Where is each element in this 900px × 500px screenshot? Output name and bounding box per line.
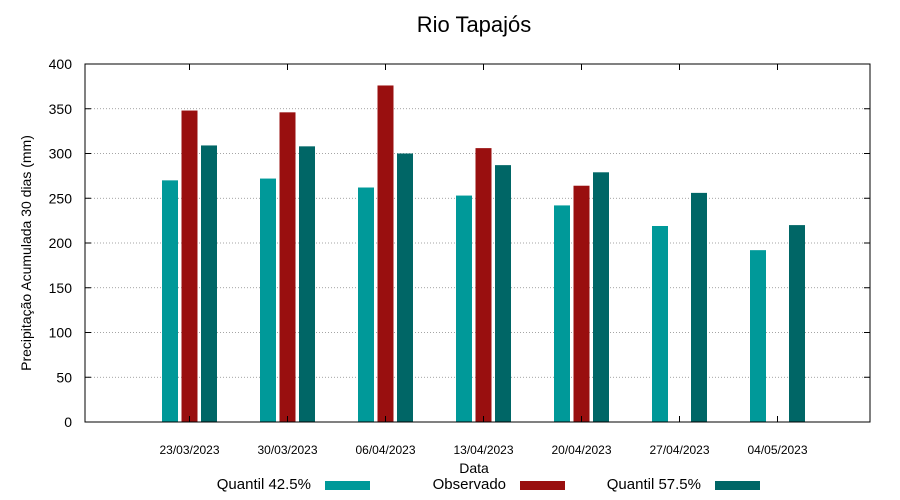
y-tick-label: 150 bbox=[49, 280, 73, 296]
bar-2-1 bbox=[181, 110, 198, 422]
y-tick-label: 0 bbox=[64, 414, 72, 430]
bar-2-5 bbox=[573, 185, 590, 422]
legend-swatch-3 bbox=[715, 481, 760, 490]
bar-1-3 bbox=[358, 187, 374, 422]
bar-1-2 bbox=[260, 178, 276, 422]
y-axis-label: Precipitação Acumulada 30 dias (mm) bbox=[18, 135, 34, 371]
bar-2-3 bbox=[377, 85, 394, 422]
bar-3-3 bbox=[397, 153, 413, 422]
y-tick-label: 200 bbox=[49, 235, 73, 251]
y-axis-ticks: 0 50 100 150 200 250 300 350 400 bbox=[49, 56, 870, 430]
x-tick-label: 13/04/2023 bbox=[453, 443, 513, 457]
y-tick-label: 350 bbox=[49, 101, 73, 117]
legend: Quantil 42.5% Observado Quantil 57.5% bbox=[217, 476, 760, 493]
bar-1-4 bbox=[456, 195, 472, 422]
bar-1-1 bbox=[162, 180, 178, 422]
bar-1-6 bbox=[652, 225, 668, 422]
bar-2-2 bbox=[279, 112, 296, 422]
legend-swatch-2 bbox=[520, 481, 565, 490]
bar-1-7 bbox=[750, 250, 766, 422]
bar-3-6 bbox=[691, 192, 707, 422]
bar-3-4 bbox=[495, 165, 511, 422]
x-tick-label: 27/04/2023 bbox=[649, 443, 709, 457]
bar-1-5 bbox=[554, 205, 570, 422]
legend-label-1: Quantil 42.5% bbox=[217, 476, 311, 493]
x-axis-label: Data bbox=[459, 460, 489, 476]
x-tick-label: 04/05/2023 bbox=[747, 443, 807, 457]
y-tick-label: 300 bbox=[49, 146, 73, 162]
legend-label-3: Quantil 57.5% bbox=[607, 476, 701, 493]
y-tick-label: 250 bbox=[49, 190, 73, 206]
y-tick-label: 400 bbox=[49, 56, 73, 72]
chart-title: Rio Tapajós bbox=[417, 12, 532, 37]
grid-lines bbox=[85, 108, 870, 378]
bar-3-7 bbox=[789, 225, 805, 422]
bar-3-1 bbox=[201, 145, 217, 422]
legend-swatch-1 bbox=[325, 481, 370, 490]
x-axis-ticks: 23/03/2023 30/03/2023 06/04/2023 13/04/2023… bbox=[159, 64, 808, 457]
x-tick-label: 30/03/2023 bbox=[257, 443, 317, 457]
bar-3-2 bbox=[299, 146, 315, 422]
bar-2-4 bbox=[475, 148, 492, 422]
y-tick-label: 50 bbox=[56, 369, 72, 385]
x-tick-label: 06/04/2023 bbox=[355, 443, 415, 457]
bars bbox=[162, 85, 805, 422]
y-tick-label: 100 bbox=[49, 325, 73, 341]
x-tick-label: 20/04/2023 bbox=[551, 443, 611, 457]
x-tick-label: 23/03/2023 bbox=[159, 443, 219, 457]
bar-3-5 bbox=[593, 172, 609, 422]
legend-label-2: Observado bbox=[433, 476, 506, 493]
